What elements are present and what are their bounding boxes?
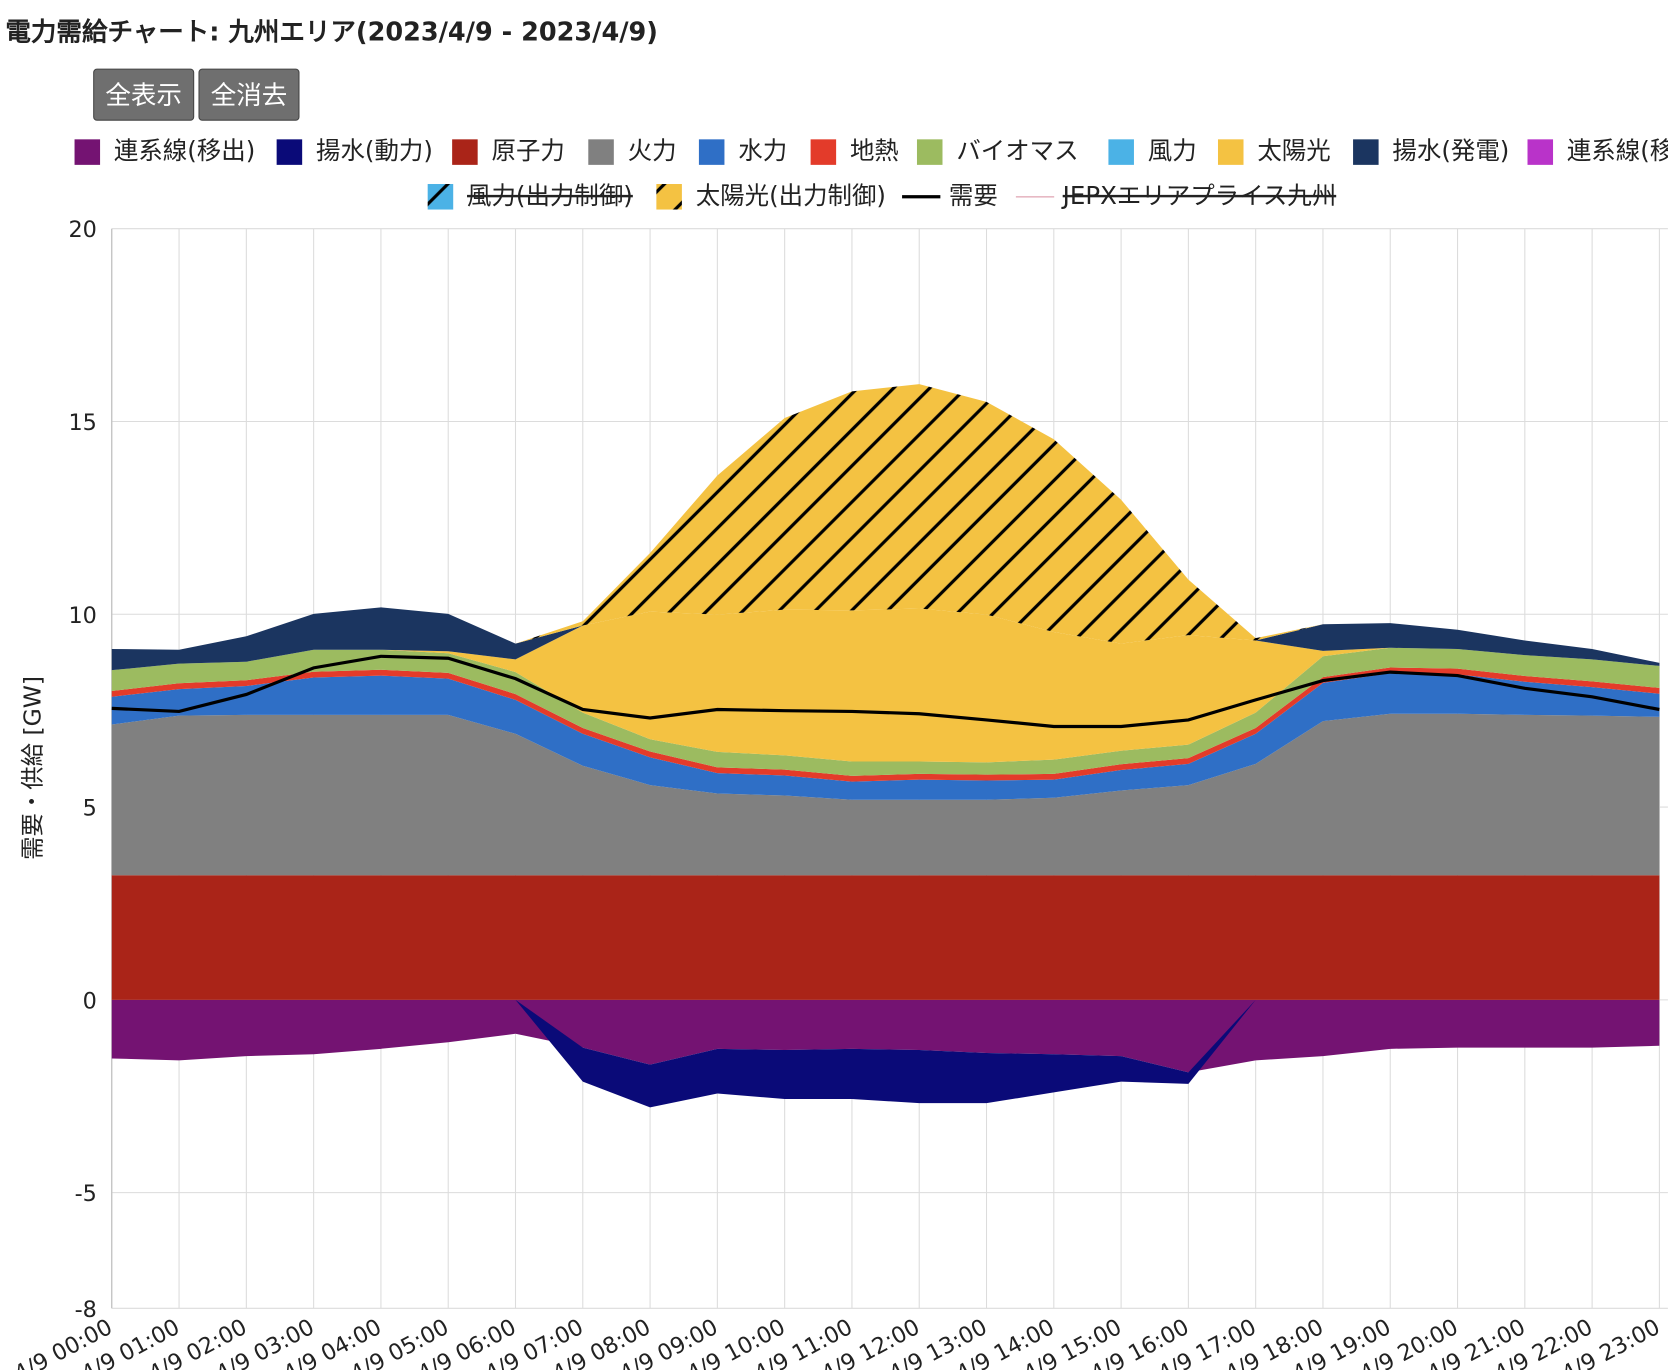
legend-swatch bbox=[656, 184, 682, 210]
button[interactable]: 全消去 bbox=[198, 68, 300, 121]
y-tick-label: -8 bbox=[75, 1297, 97, 1323]
legend-item[interactable]: 風力 bbox=[1108, 136, 1197, 165]
legend-item[interactable]: 連系線(移出) bbox=[74, 136, 256, 165]
legend-swatch bbox=[916, 139, 943, 165]
legend-swatch bbox=[74, 139, 101, 165]
legend-swatch bbox=[1108, 139, 1134, 165]
legend-swatch bbox=[1353, 139, 1379, 165]
button-bg[interactable] bbox=[93, 68, 195, 121]
button-label[interactable]: 全表示 bbox=[105, 81, 182, 111]
legend-label[interactable]: 連系線(移出) bbox=[114, 136, 255, 165]
area bbox=[111, 647, 1660, 776]
legend-item[interactable]: 揚水(動力) bbox=[276, 136, 433, 165]
legend-item[interactable]: 連系線(移 bbox=[1527, 136, 1668, 165]
y-tick-label: 5 bbox=[83, 796, 97, 822]
legend-swatch bbox=[452, 139, 478, 165]
legend-item[interactable]: 太陽光 bbox=[1217, 136, 1331, 165]
y-tick-label: 10 bbox=[68, 603, 96, 629]
legend-item[interactable]: 揚水(発電) bbox=[1353, 136, 1509, 165]
legend-swatch bbox=[1217, 139, 1244, 165]
legend-label[interactable]: 連系線(移 bbox=[1567, 136, 1668, 165]
legend-label[interactable]: 太陽光 bbox=[1257, 136, 1330, 165]
y-tick-label: 20 bbox=[68, 217, 96, 243]
legend-swatch bbox=[1527, 139, 1554, 165]
legend-item[interactable]: 火力 bbox=[588, 136, 677, 165]
legend-label[interactable]: 風力(出力制御) bbox=[467, 181, 633, 210]
legend-label[interactable]: 需要 bbox=[949, 181, 998, 210]
button-label[interactable]: 全消去 bbox=[211, 81, 288, 111]
legend-item[interactable]: 原子力 bbox=[452, 136, 565, 165]
area bbox=[111, 713, 1660, 876]
y-tick-label: 0 bbox=[83, 988, 97, 1014]
legend-swatch bbox=[698, 139, 725, 165]
legend-label[interactable]: 風力 bbox=[1148, 136, 1197, 165]
legend-label[interactable]: 地熱 bbox=[850, 136, 899, 165]
button-bg[interactable] bbox=[198, 68, 300, 121]
legend-label[interactable]: 揚水(動力) bbox=[316, 136, 433, 165]
legend-item[interactable]: JEPXエリアプライス九州 bbox=[1015, 181, 1337, 210]
area bbox=[111, 384, 1660, 663]
legend-label[interactable]: 原子力 bbox=[492, 136, 565, 165]
area bbox=[111, 875, 1660, 1000]
line bbox=[111, 654, 1660, 729]
legend-swatch bbox=[427, 184, 454, 210]
area bbox=[111, 999, 1660, 1073]
legend-item[interactable]: 風力(出力制御) bbox=[427, 181, 633, 210]
y-tick-label: -5 bbox=[75, 1181, 97, 1207]
button[interactable]: 全表示 bbox=[93, 68, 195, 121]
chart-title: 電力需給チャート: 九州エリア(2023/4/9 - 2023/4/9) bbox=[5, 17, 658, 47]
legend-item[interactable]: バイオマス bbox=[916, 136, 1079, 165]
legend-swatch bbox=[276, 139, 303, 165]
legend-label[interactable]: 火力 bbox=[628, 136, 677, 165]
area bbox=[111, 607, 1660, 671]
legend-swatch bbox=[588, 139, 614, 165]
legend-label[interactable]: バイオマス bbox=[956, 136, 1078, 165]
area bbox=[111, 673, 1660, 800]
y-axis-label: 需要・供給 [GW] bbox=[19, 676, 47, 860]
legend-item[interactable]: 地熱 bbox=[810, 136, 899, 165]
legend-item[interactable]: 太陽光(出力制御) bbox=[656, 181, 886, 210]
area bbox=[111, 999, 1660, 1108]
legend-swatch bbox=[810, 139, 837, 165]
legend-label[interactable]: 太陽光(出力制御) bbox=[696, 181, 886, 210]
legend-item[interactable]: 水力 bbox=[698, 136, 787, 165]
legend-item[interactable]: 需要 bbox=[902, 181, 998, 210]
area bbox=[111, 608, 1660, 763]
area bbox=[111, 667, 1660, 782]
y-tick-label: 15 bbox=[68, 410, 96, 436]
legend-label[interactable]: 揚水(発電) bbox=[1392, 136, 1509, 165]
legend-label[interactable]: JEPXエリアプライス九州 bbox=[1061, 181, 1337, 210]
legend-label[interactable]: 水力 bbox=[738, 136, 787, 165]
